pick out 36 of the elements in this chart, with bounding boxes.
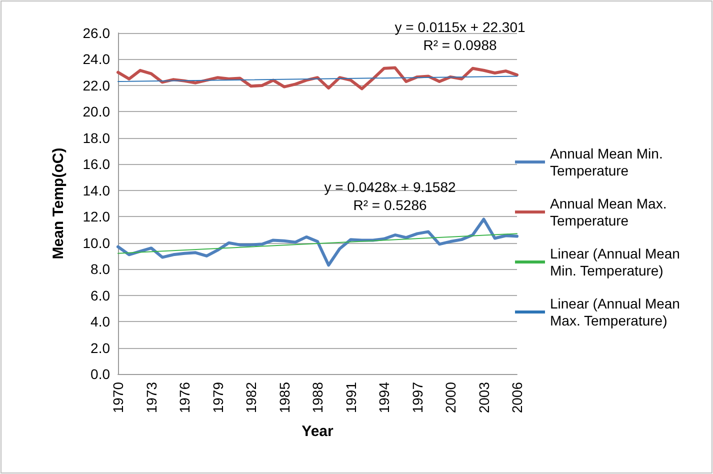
annotation: y = 0.0115x + 22.301 R² = 0.0988 bbox=[394, 19, 526, 53]
x-axis-title: Year bbox=[302, 423, 334, 440]
x-tick-label: 1970 bbox=[110, 382, 126, 414]
y-tick-label: 14.0 bbox=[82, 182, 110, 198]
x-tick-label: 2003 bbox=[476, 382, 492, 414]
x-tick-label: 1985 bbox=[276, 382, 292, 414]
y-tick-label: 24.0 bbox=[82, 51, 110, 68]
y-tick-label: 10.0 bbox=[82, 234, 110, 251]
y-tick-label: 26.0 bbox=[82, 25, 110, 41]
annotation: y = 0.0428x + 9.1582 R² = 0.5286 bbox=[324, 179, 456, 213]
y-tick-label: 2.0 bbox=[90, 340, 110, 356]
y-tick-label: 18.0 bbox=[82, 130, 110, 146]
y-tick-label: 12.0 bbox=[82, 208, 110, 225]
x-tick-label: 1997 bbox=[409, 382, 426, 414]
x-tick-label: 1991 bbox=[342, 382, 359, 414]
x-tick-label: 1973 bbox=[143, 382, 160, 414]
legend-label: Annual Mean Min. Temperature bbox=[550, 146, 667, 178]
line-series bbox=[116, 218, 518, 267]
y-tick-label: 20.0 bbox=[82, 104, 110, 120]
y-tick-label: 0.0 bbox=[90, 366, 110, 382]
x-tick-label: 1994 bbox=[376, 382, 392, 414]
y-tick-label: 8.0 bbox=[90, 261, 110, 278]
y-tick-label: 16.0 bbox=[82, 156, 110, 172]
y-tick-label: 4.0 bbox=[90, 314, 110, 330]
x-tick-label: 1988 bbox=[310, 382, 326, 414]
x-tick-label: 2000 bbox=[442, 382, 458, 414]
y-tick-label: 6.0 bbox=[90, 287, 110, 304]
legend-label: Linear (Annual Mean Max. Temperature) bbox=[550, 296, 684, 328]
y-axis-title: Mean Temp(oC) bbox=[50, 148, 67, 260]
legend-label: Linear (Annual Mean Min. Temperature) bbox=[550, 246, 684, 278]
x-tick-label: 2006 bbox=[509, 382, 525, 414]
y-tick-label: 22.0 bbox=[82, 77, 110, 94]
x-tick-label: 1976 bbox=[176, 382, 192, 414]
legend-label: Annual Mean Max. Temperature bbox=[550, 196, 671, 228]
x-tick-label: 1979 bbox=[210, 382, 226, 414]
x-tick-label: 1982 bbox=[243, 382, 259, 414]
